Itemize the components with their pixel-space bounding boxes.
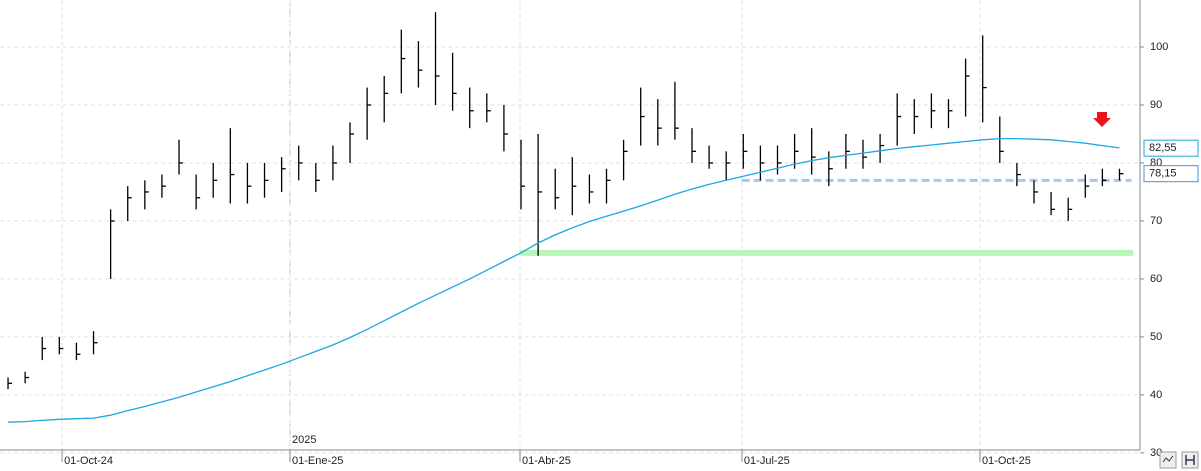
x-tick-label: 01-Abr-25 [522, 455, 571, 467]
x-tick-label: 01-Oct-25 [982, 455, 1031, 467]
y-tick-label: 40 [1150, 389, 1162, 401]
y-tick-label: 100 [1150, 41, 1168, 53]
toolbar-icon [1185, 455, 1195, 465]
price-label: 82,55 [1149, 142, 1177, 154]
toolbar-icon [1162, 455, 1174, 463]
x-tick-label: 01-Ene-25 [292, 455, 343, 467]
plot [7, 12, 1134, 423]
y-tick-label: 60 [1150, 273, 1162, 285]
price-label-box [1143, 139, 1199, 157]
red-arrow [1093, 112, 1111, 127]
y-tick-label: 70 [1150, 215, 1162, 227]
moving-average [7, 137, 1120, 423]
x-tick-label: 01-Oct-24 [64, 455, 113, 467]
y-tick-label: 50 [1150, 331, 1162, 343]
year-label: 2025 [292, 434, 316, 446]
x-tick-label: 01-Jul-25 [744, 455, 790, 467]
grid [0, 0, 1140, 454]
y-tick-label: 30 [1150, 447, 1162, 459]
y-tick-label: 90 [1150, 99, 1162, 111]
price-label: 78,15 [1149, 168, 1177, 180]
price-label-box [1143, 165, 1199, 183]
